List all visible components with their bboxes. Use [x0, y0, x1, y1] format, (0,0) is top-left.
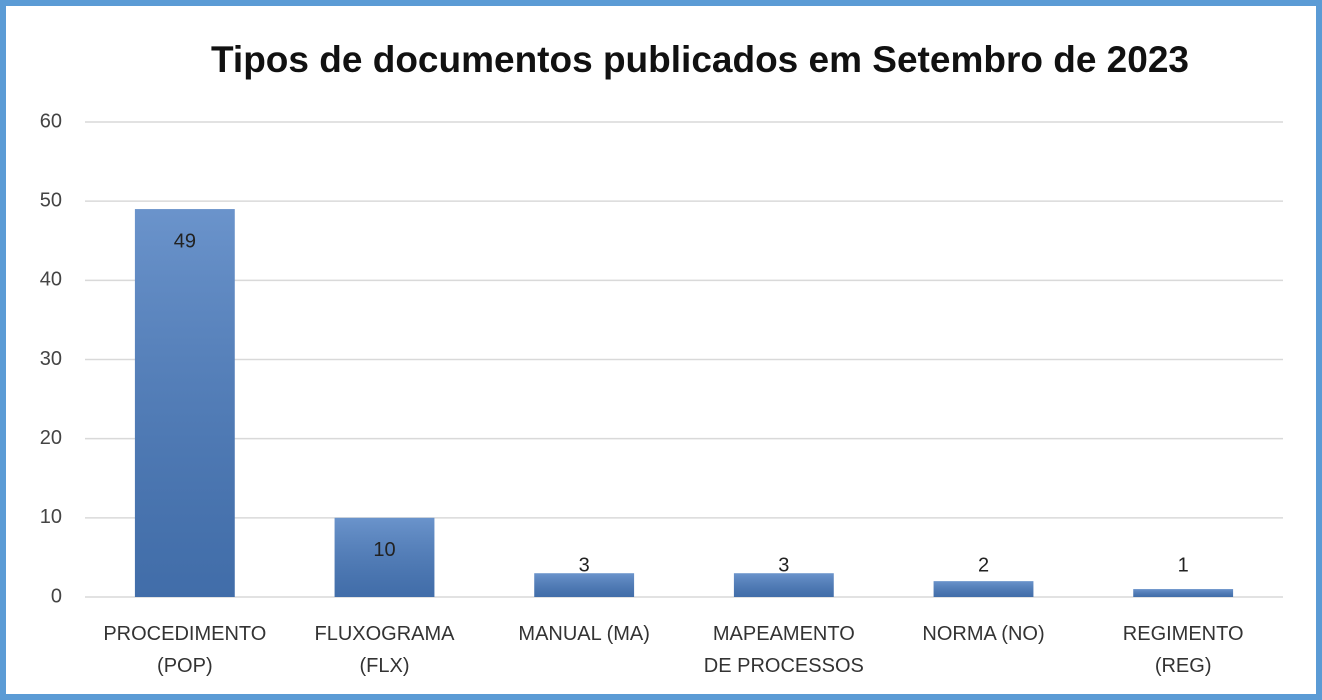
data-label: 2: [978, 554, 989, 576]
data-label: 49: [174, 230, 196, 252]
x-tick-label: MAPEAMENTO DE PROCESSOS: [704, 623, 864, 677]
data-label: 3: [579, 554, 590, 576]
y-tick-label: 20: [40, 427, 62, 449]
data-label: 10: [373, 539, 395, 561]
x-tick-label: PROCEDIMENTO (POP): [103, 623, 266, 677]
data-label: 3: [778, 554, 789, 576]
y-tick-label: 10: [40, 506, 62, 528]
chart-title: Tipos de documentos publicados em Setemb…: [211, 39, 1189, 80]
y-tick-label: 0: [51, 585, 62, 607]
y-tick-label: 60: [40, 110, 62, 132]
bar-shade: [134, 209, 235, 598]
bar-shade: [933, 581, 1034, 597]
y-tick-label: 30: [40, 348, 62, 370]
y-tick-label: 40: [40, 269, 62, 291]
x-tick-label: NORMA (NO): [922, 623, 1044, 645]
bar-shade: [534, 573, 635, 597]
x-tick-label: FLUXOGRAMA (FLX): [314, 623, 455, 677]
bar-shade: [1133, 589, 1234, 597]
x-tick-label: REGIMENTO (REG): [1123, 623, 1244, 677]
x-tick-label: MANUAL (MA): [518, 623, 649, 645]
bar-shade: [334, 517, 435, 597]
bar-shade: [733, 573, 834, 597]
data-label: 1: [1178, 554, 1189, 576]
y-tick-label: 50: [40, 189, 62, 211]
